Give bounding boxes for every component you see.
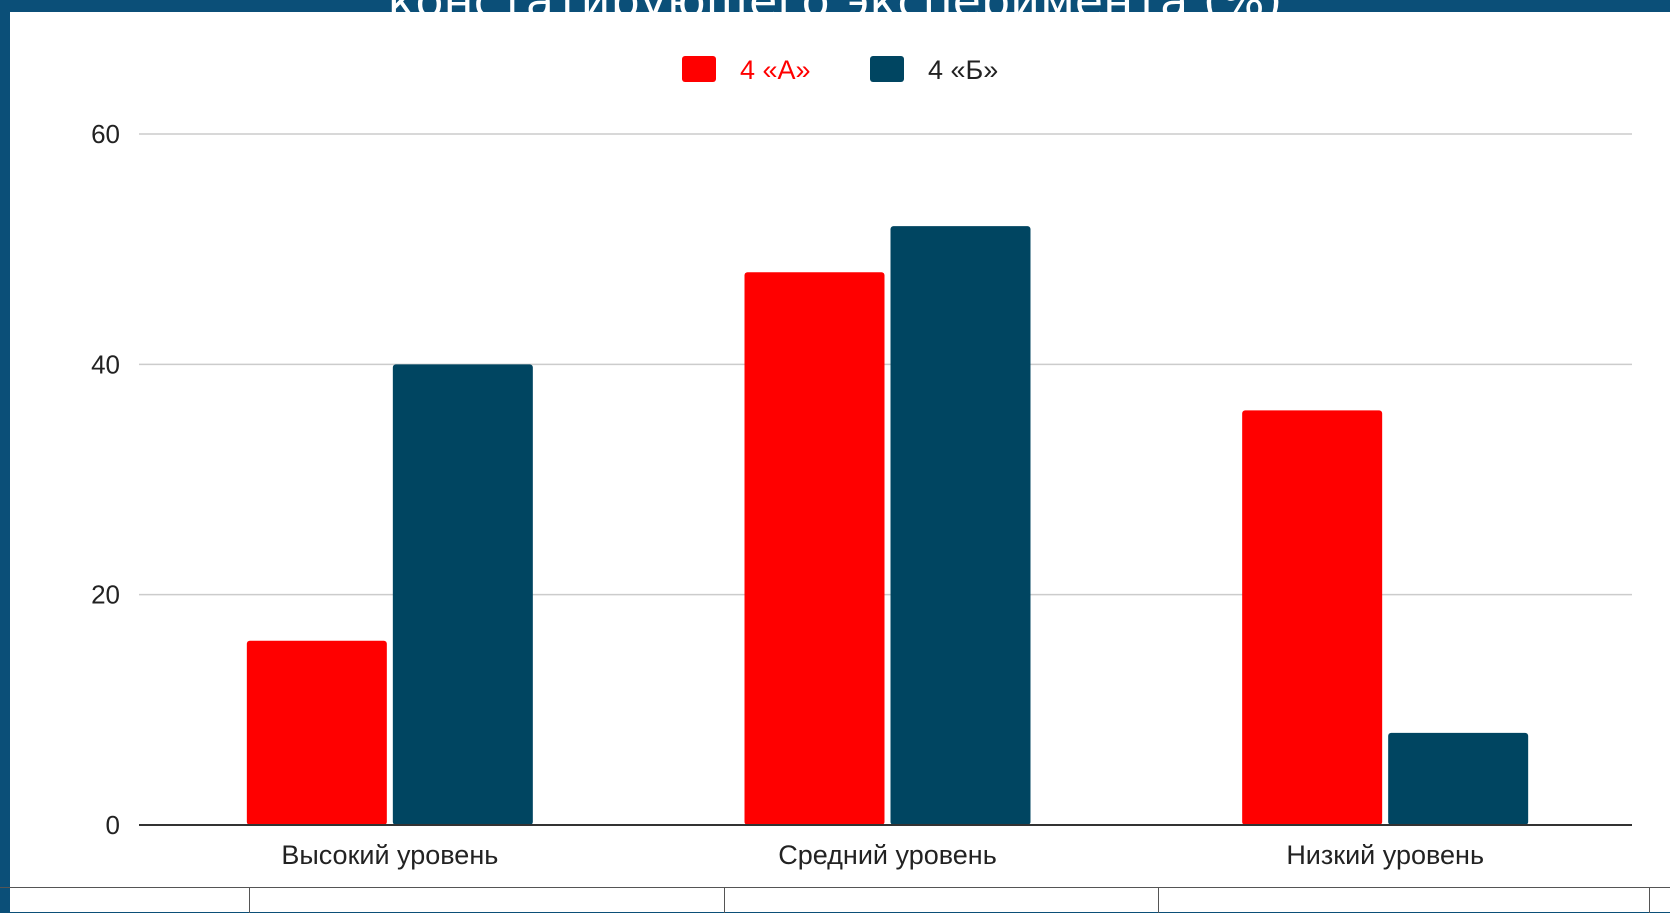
legend-swatch [870,56,904,82]
chart-panel: 4 «А» 4 «Б» 0 20 40 60 Высокий уровень Средни… [10,12,1670,912]
bar [890,226,1031,826]
bar [1388,732,1529,825]
x-tick-label: Высокий уровень [281,840,498,870]
table-cell [249,888,725,913]
y-tick-label: 60 [91,119,120,149]
legend-label: 4 «Б» [928,55,998,85]
y-axis-ticks: 0 20 40 60 [91,119,120,840]
bar [246,640,387,825]
x-axis-ticks: Высокий уровень Средний уровень Низкий уро… [281,840,1484,870]
table-cell [724,888,1159,913]
bar-chart: 4 «А» 4 «Б» 0 20 40 60 Высокий уровень Средни… [91,55,1632,870]
legend-label: 4 «А» [740,55,811,85]
bars [246,226,1529,826]
legend-swatch [682,56,716,82]
bar [744,272,885,825]
gridlines [139,133,1632,596]
y-tick-label: 0 [106,810,120,840]
chart-title: констатирующего эксперимента (%) [0,0,1670,12]
bar [392,364,533,825]
table-cell [1158,888,1650,913]
y-tick-label: 20 [91,580,120,610]
x-tick-label: Низкий уровень [1286,840,1484,870]
y-tick-label: 40 [91,349,120,379]
chart-title-region: констатирующего эксперимента (%) [0,0,1670,12]
table-below-chart [0,887,1670,913]
x-tick-label: Средний уровень [778,840,997,870]
bar [1242,410,1383,825]
legend: 4 «А» 4 «Б» [682,55,998,85]
